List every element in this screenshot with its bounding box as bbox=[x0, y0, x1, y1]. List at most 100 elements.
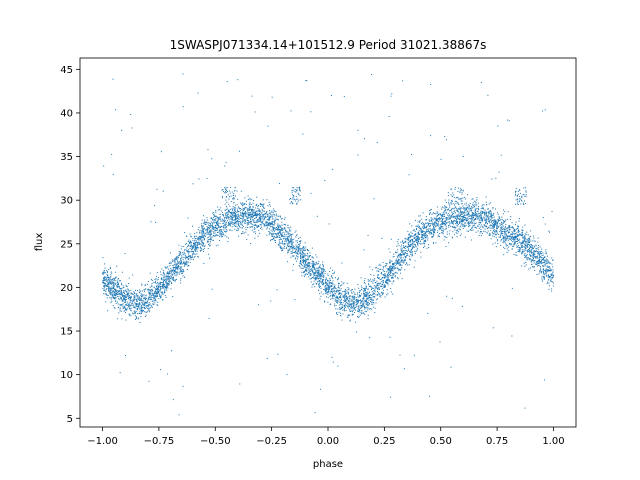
data-point bbox=[381, 273, 383, 275]
data-point bbox=[176, 256, 178, 258]
data-point bbox=[520, 243, 522, 245]
data-point bbox=[141, 310, 143, 312]
data-point bbox=[446, 218, 448, 220]
data-point bbox=[272, 233, 274, 235]
data-point bbox=[352, 302, 354, 304]
data-point bbox=[342, 313, 344, 315]
data-point bbox=[225, 212, 227, 214]
data-point bbox=[291, 241, 293, 243]
data-point bbox=[125, 312, 127, 314]
data-point bbox=[526, 239, 528, 241]
data-point bbox=[400, 246, 402, 248]
data-point bbox=[401, 261, 403, 263]
data-point bbox=[418, 238, 420, 240]
data-point bbox=[394, 276, 396, 278]
data-point bbox=[175, 270, 177, 272]
data-point bbox=[180, 279, 182, 281]
data-point bbox=[550, 278, 552, 280]
data-point bbox=[256, 215, 258, 217]
data-point bbox=[237, 223, 239, 225]
data-point bbox=[264, 213, 266, 215]
data-point bbox=[441, 222, 443, 224]
data-point bbox=[187, 258, 189, 260]
data-point bbox=[235, 222, 237, 224]
data-point bbox=[489, 233, 491, 235]
data-point bbox=[105, 279, 107, 281]
data-point bbox=[518, 230, 520, 232]
data-point bbox=[439, 233, 441, 235]
data-point bbox=[377, 289, 379, 291]
data-point bbox=[294, 247, 296, 249]
data-point bbox=[499, 219, 501, 221]
data-point bbox=[360, 293, 362, 295]
data-point bbox=[104, 287, 106, 289]
data-point bbox=[496, 240, 498, 242]
data-point bbox=[141, 284, 143, 286]
data-point bbox=[344, 297, 346, 299]
data-point bbox=[486, 216, 488, 218]
data-point bbox=[502, 219, 504, 221]
data-point bbox=[141, 296, 143, 298]
data-point bbox=[298, 237, 300, 239]
data-point bbox=[540, 261, 542, 263]
data-point bbox=[217, 217, 219, 219]
data-point bbox=[269, 218, 271, 220]
data-point bbox=[478, 224, 480, 226]
data-point bbox=[330, 276, 332, 278]
data-point bbox=[151, 300, 153, 302]
data-point bbox=[419, 219, 421, 221]
data-point bbox=[489, 225, 491, 227]
data-point bbox=[452, 216, 454, 218]
data-point bbox=[540, 269, 542, 271]
data-point bbox=[202, 231, 204, 233]
data-point bbox=[433, 233, 435, 235]
data-point bbox=[162, 285, 164, 287]
data-point bbox=[189, 257, 191, 259]
data-point bbox=[510, 233, 512, 235]
data-point bbox=[299, 254, 301, 256]
data-point bbox=[446, 207, 448, 209]
data-point bbox=[344, 291, 346, 293]
data-point bbox=[496, 228, 498, 230]
data-point bbox=[551, 277, 553, 279]
data-point bbox=[165, 267, 167, 269]
data-point bbox=[172, 278, 174, 280]
data-point bbox=[428, 210, 430, 212]
data-point bbox=[129, 298, 131, 300]
data-point bbox=[516, 239, 518, 241]
data-point bbox=[174, 263, 176, 265]
data-point bbox=[352, 311, 354, 313]
data-point bbox=[283, 218, 285, 220]
data-point bbox=[468, 204, 470, 206]
data-point bbox=[325, 281, 327, 283]
data-point bbox=[194, 246, 196, 248]
data-point bbox=[309, 270, 311, 272]
data-point bbox=[387, 282, 389, 284]
data-point bbox=[401, 259, 403, 261]
data-point bbox=[103, 285, 105, 287]
data-point bbox=[323, 268, 325, 270]
data-point bbox=[311, 277, 313, 279]
data-point bbox=[406, 250, 408, 252]
data-point bbox=[368, 286, 370, 288]
data-point bbox=[415, 236, 417, 238]
data-point bbox=[247, 220, 249, 222]
data-point bbox=[114, 294, 116, 296]
data-point bbox=[176, 267, 178, 269]
data-point bbox=[125, 296, 127, 298]
data-point bbox=[284, 230, 286, 232]
data-point bbox=[179, 268, 181, 270]
data-point bbox=[411, 244, 413, 246]
data-point bbox=[337, 283, 339, 285]
data-point bbox=[494, 231, 496, 233]
data-point bbox=[285, 247, 287, 249]
data-point bbox=[455, 215, 457, 217]
data-point bbox=[371, 294, 373, 296]
data-point bbox=[151, 286, 153, 288]
data-point bbox=[428, 219, 430, 221]
data-point bbox=[533, 255, 535, 257]
data-point bbox=[374, 278, 376, 280]
data-point bbox=[180, 260, 182, 262]
data-point bbox=[354, 288, 356, 290]
data-point bbox=[160, 296, 162, 298]
